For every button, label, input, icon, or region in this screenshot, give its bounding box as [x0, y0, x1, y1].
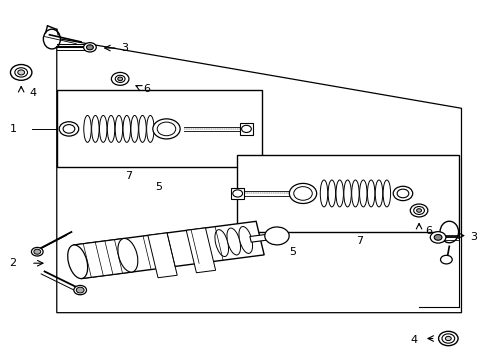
Ellipse shape: [351, 180, 358, 207]
Bar: [74, 238, 132, 279]
Circle shape: [83, 42, 96, 52]
Ellipse shape: [366, 180, 374, 207]
Circle shape: [18, 70, 24, 75]
Circle shape: [10, 64, 32, 80]
Circle shape: [416, 209, 421, 212]
Ellipse shape: [91, 116, 99, 142]
Circle shape: [74, 285, 86, 295]
Circle shape: [111, 72, 129, 85]
Text: 4: 4: [409, 334, 417, 345]
Circle shape: [433, 234, 441, 240]
Circle shape: [293, 186, 312, 200]
Circle shape: [15, 68, 27, 77]
Circle shape: [392, 186, 412, 201]
Text: 5: 5: [155, 182, 163, 192]
Ellipse shape: [320, 180, 327, 207]
Circle shape: [232, 190, 242, 197]
Circle shape: [264, 227, 288, 245]
Circle shape: [440, 255, 451, 264]
Ellipse shape: [118, 238, 138, 272]
Ellipse shape: [115, 116, 122, 142]
Bar: [57, 90, 261, 167]
Bar: [239, 123, 253, 135]
Ellipse shape: [343, 180, 350, 207]
Circle shape: [413, 207, 424, 215]
Ellipse shape: [107, 116, 115, 142]
Ellipse shape: [239, 226, 252, 253]
Circle shape: [438, 331, 457, 346]
Ellipse shape: [359, 180, 366, 207]
Circle shape: [31, 247, 43, 256]
Circle shape: [241, 125, 251, 132]
Circle shape: [59, 122, 79, 136]
Ellipse shape: [439, 221, 458, 243]
Circle shape: [445, 336, 450, 341]
Circle shape: [86, 45, 93, 50]
Circle shape: [118, 77, 122, 81]
Circle shape: [441, 334, 454, 343]
Ellipse shape: [382, 180, 390, 207]
Circle shape: [34, 249, 41, 254]
Text: 3: 3: [122, 43, 128, 53]
Ellipse shape: [99, 116, 107, 142]
Circle shape: [153, 119, 180, 139]
Text: 7: 7: [124, 171, 132, 181]
Ellipse shape: [374, 180, 382, 207]
Circle shape: [157, 122, 175, 136]
Ellipse shape: [83, 116, 91, 142]
Circle shape: [289, 183, 316, 203]
Text: 2: 2: [9, 258, 17, 268]
Ellipse shape: [146, 116, 154, 142]
Ellipse shape: [226, 228, 240, 255]
Text: 3: 3: [469, 232, 476, 242]
Circle shape: [409, 204, 427, 217]
Text: 1: 1: [9, 124, 17, 134]
Circle shape: [396, 189, 408, 198]
Bar: [237, 155, 458, 232]
Circle shape: [76, 287, 84, 293]
Ellipse shape: [215, 230, 228, 257]
Ellipse shape: [131, 116, 138, 142]
Bar: [147, 233, 177, 278]
Circle shape: [63, 125, 75, 133]
Text: 6: 6: [424, 226, 431, 236]
Bar: [249, 233, 280, 242]
Ellipse shape: [139, 116, 146, 142]
Circle shape: [429, 231, 445, 243]
Bar: [186, 228, 215, 273]
Ellipse shape: [67, 245, 87, 279]
Bar: [231, 188, 243, 199]
Circle shape: [115, 75, 125, 82]
Polygon shape: [57, 39, 461, 313]
Text: 6: 6: [143, 84, 150, 94]
Text: 4: 4: [29, 88, 36, 98]
Ellipse shape: [327, 180, 335, 207]
Text: 5: 5: [288, 247, 296, 257]
Bar: [74, 221, 264, 279]
Ellipse shape: [123, 116, 130, 142]
Ellipse shape: [43, 29, 61, 49]
Text: 7: 7: [355, 236, 362, 246]
Ellipse shape: [335, 180, 343, 207]
